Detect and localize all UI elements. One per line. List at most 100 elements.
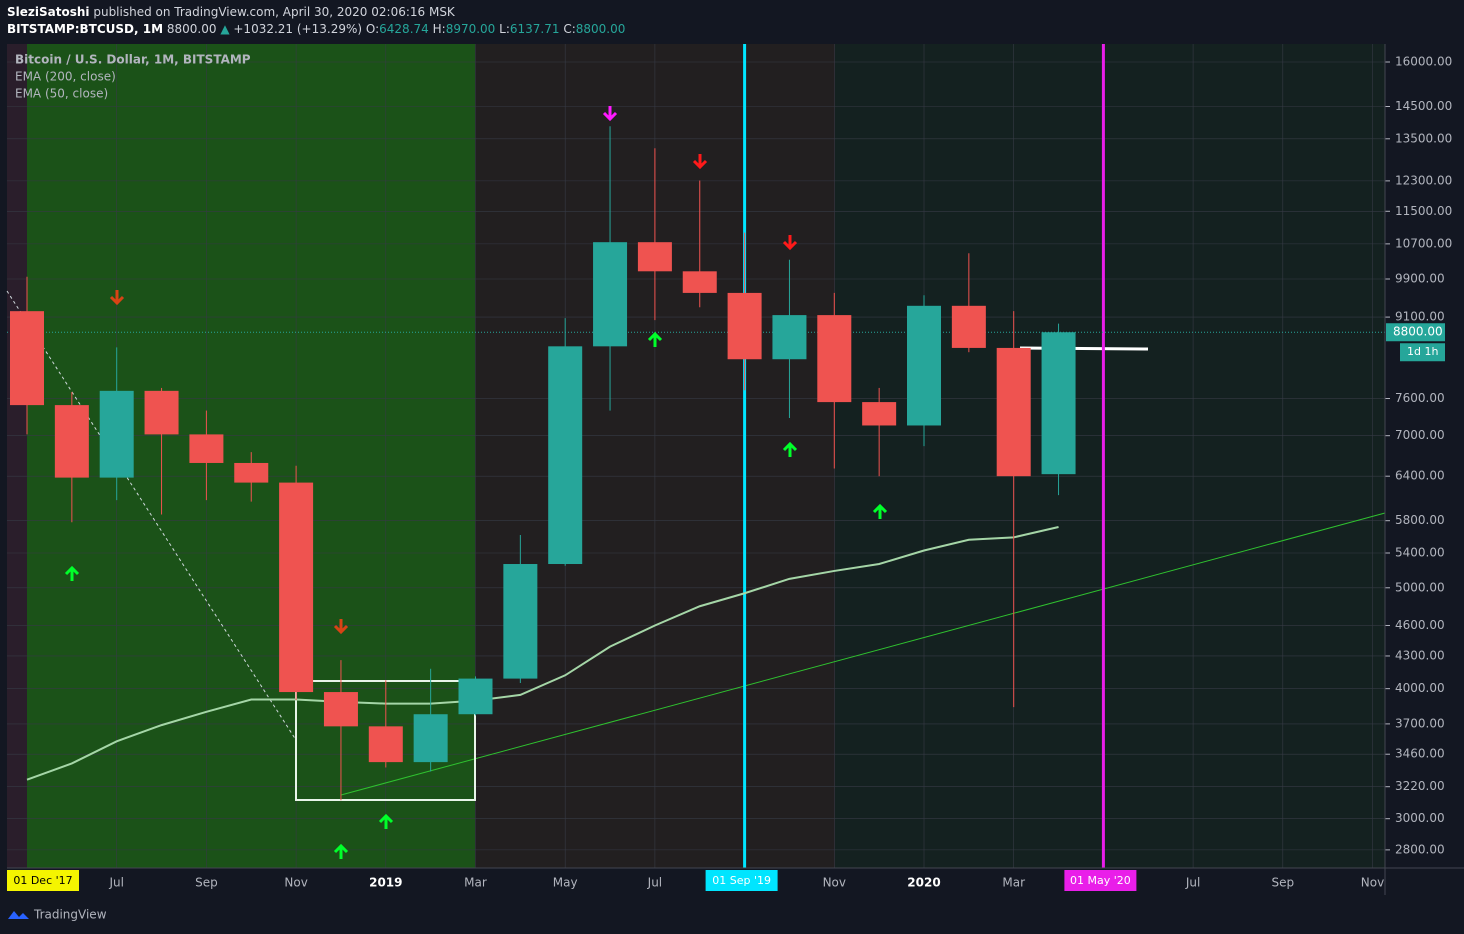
x-tick-label: Mar bbox=[464, 876, 487, 890]
ohlc-key: L: bbox=[499, 22, 510, 36]
y-tick-label: 16000.00 bbox=[1395, 55, 1452, 69]
candle-body bbox=[907, 305, 941, 426]
x-marker-box bbox=[1064, 870, 1137, 891]
grid bbox=[7, 44, 1390, 868]
x-tick-label: Jul bbox=[108, 876, 123, 890]
y-tick-label: 3000.00 bbox=[1395, 811, 1445, 825]
candle-body bbox=[772, 315, 807, 360]
y-tick-label: 2800.00 bbox=[1395, 842, 1445, 856]
y-tick-label: 12300.00 bbox=[1395, 173, 1452, 187]
candle-body bbox=[368, 726, 403, 763]
region bbox=[835, 44, 1385, 868]
arrow: ▲ bbox=[220, 22, 230, 36]
y-tick-label: 4000.00 bbox=[1395, 681, 1445, 695]
legend: Bitcoin / U.S. Dollar, 1M, BITSTAMP EMA (… bbox=[15, 53, 251, 101]
candle-body bbox=[279, 482, 314, 693]
candle-body bbox=[54, 405, 89, 478]
candle-body bbox=[637, 242, 672, 272]
footer: TradingView bbox=[8, 908, 107, 922]
candle-body bbox=[458, 678, 493, 715]
y-tick-label: 3700.00 bbox=[1395, 716, 1445, 730]
x-marker-box bbox=[7, 870, 79, 891]
arrow bbox=[333, 619, 349, 635]
arrow bbox=[602, 106, 618, 122]
footer-brand: TradingView bbox=[33, 908, 107, 922]
candle-body bbox=[144, 390, 179, 435]
candle-body bbox=[503, 564, 538, 679]
y-tick-label: 3460.00 bbox=[1395, 747, 1445, 761]
published: published on TradingView.com, April 30, … bbox=[93, 5, 456, 19]
x-tick-label: 2019 bbox=[369, 876, 402, 890]
arrow bbox=[692, 154, 708, 170]
candle-body bbox=[323, 692, 358, 727]
ohlc-value: 6428.74 bbox=[379, 22, 429, 36]
countdown-label: 1d 1h bbox=[1407, 345, 1438, 358]
candle-body bbox=[727, 292, 762, 360]
x-tick-label: Nov bbox=[1361, 876, 1384, 890]
change: +1032.21 (+13.29%) bbox=[233, 22, 362, 36]
candle-body bbox=[862, 402, 897, 426]
symbol-line: BITSTAMP:BTCUSD, 1M 8800.00 ▲ +1032.21 (… bbox=[7, 22, 625, 36]
y-tick-label: 13500.00 bbox=[1395, 131, 1452, 145]
x-tick-label: Nov bbox=[823, 876, 846, 890]
candle-body bbox=[682, 271, 717, 293]
x-tick-label: Mar bbox=[1002, 876, 1025, 890]
candle-body bbox=[1041, 332, 1076, 475]
y-tick-label: 5400.00 bbox=[1395, 545, 1445, 559]
y-tick-label: 7000.00 bbox=[1395, 428, 1445, 442]
y-tick-label: 9100.00 bbox=[1395, 310, 1445, 324]
candle-body bbox=[10, 311, 44, 406]
candle-body bbox=[189, 434, 224, 463]
ohlc-value: 8800.00 bbox=[576, 22, 626, 36]
x-tick-label: 01 Sep '19 bbox=[712, 874, 771, 887]
x-tick-label: Nov bbox=[284, 876, 307, 890]
y-tick-label: 3220.00 bbox=[1395, 779, 1445, 793]
y-tick-label: 14500.00 bbox=[1395, 99, 1452, 113]
y-tick-label: 7600.00 bbox=[1395, 391, 1445, 405]
x-tick-label: Jul bbox=[647, 876, 662, 890]
y-tick-label: 5800.00 bbox=[1395, 513, 1445, 527]
y-tick-label: 9900.00 bbox=[1395, 272, 1445, 286]
y-tick-label: 11500.00 bbox=[1395, 204, 1452, 218]
y-tick-label: 10700.00 bbox=[1395, 236, 1452, 250]
ohlc-value: 8970.00 bbox=[446, 22, 496, 36]
x-tick-label: Sep bbox=[195, 876, 218, 890]
header: SleziSatoshi published on TradingView.co… bbox=[7, 5, 456, 19]
x-tick-label: Sep bbox=[1271, 876, 1294, 890]
arrow bbox=[782, 441, 798, 457]
y-tick-label: 4600.00 bbox=[1395, 618, 1445, 632]
candle-body bbox=[593, 242, 628, 347]
ohlc-key: O: bbox=[366, 22, 379, 36]
candle-body bbox=[548, 346, 583, 565]
legend-entry: EMA (50, close) bbox=[15, 87, 108, 101]
ohlc-value: 6137.71 bbox=[510, 22, 560, 36]
arrow bbox=[647, 331, 663, 347]
candle-body bbox=[817, 315, 852, 403]
candle-body bbox=[234, 462, 269, 483]
candle-body bbox=[951, 305, 986, 348]
x-marker-box bbox=[705, 870, 778, 891]
ohlc-key: C: bbox=[563, 22, 575, 36]
legend-entry: EMA (200, close) bbox=[15, 70, 116, 84]
candle-body bbox=[996, 347, 1031, 477]
x-tick-label: 01 May '20 bbox=[1070, 874, 1131, 887]
arrow bbox=[64, 565, 80, 581]
y-tick-label: 4300.00 bbox=[1395, 648, 1445, 662]
x-tick-label: 2020 bbox=[907, 876, 940, 890]
ema-line bbox=[26, 525, 1059, 781]
countdown-box bbox=[1400, 343, 1445, 362]
candle-body bbox=[99, 390, 134, 478]
signal-arrows bbox=[64, 106, 888, 859]
last-price-label: 8800.00 bbox=[1393, 325, 1443, 339]
arrow bbox=[333, 843, 349, 859]
x-tick-label: 01 Dec '17 bbox=[13, 874, 72, 887]
arrow bbox=[109, 290, 125, 306]
candle-body bbox=[413, 714, 448, 763]
last: 8800.00 bbox=[167, 22, 217, 36]
region bbox=[7, 44, 27, 868]
arrow bbox=[378, 813, 394, 829]
x-tick-label: May bbox=[553, 876, 578, 890]
last-price-box bbox=[1386, 323, 1445, 342]
ohlc-key: H: bbox=[433, 22, 446, 36]
